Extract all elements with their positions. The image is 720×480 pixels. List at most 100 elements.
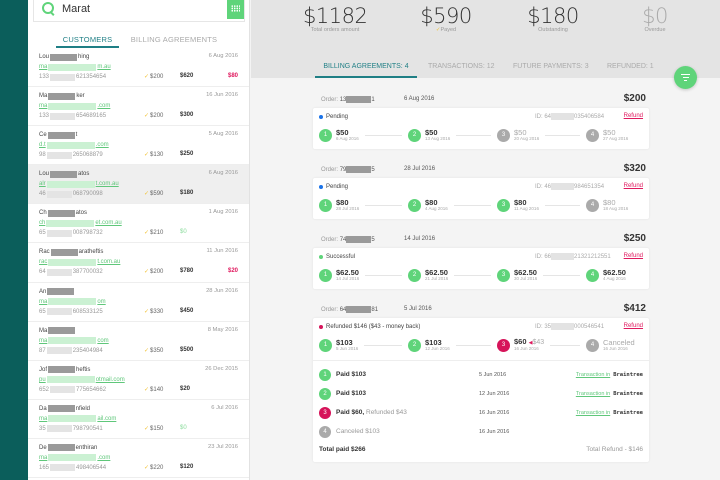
step-number-badge: 1 <box>319 268 332 282</box>
step-info: $103 5 Jun 2016 <box>336 338 358 352</box>
detail-label: Paid $103 <box>336 371 366 378</box>
refund-link[interactable]: Refund <box>623 113 643 119</box>
customer-email[interactable]: ma com <box>39 337 109 345</box>
customer-outstanding: $0 <box>180 229 187 236</box>
redacted-block <box>47 209 75 217</box>
tab-future-payments[interactable]: FUTURE PAYMENTS: 3 <box>513 63 589 70</box>
step-value: $103 <box>336 338 358 347</box>
step-connector <box>364 344 402 346</box>
customer-phone: 133 654689165 <box>39 112 107 120</box>
customer-paid: ✓$200 <box>144 113 164 120</box>
refund-link[interactable]: Refund <box>623 183 643 189</box>
customer-row[interactable]: Ch atos ch et.com.au 65 008798732 1 Aug 201… <box>28 204 249 244</box>
app-rail <box>0 0 28 480</box>
redacted-block <box>47 405 75 413</box>
customer-row[interactable]: Ce t d.t .com 98 265068879 5 Aug 2016 ✓$130… <box>28 126 249 166</box>
customer-email[interactable]: ma ail.com <box>39 415 117 423</box>
transaction-link[interactable]: Transaction in <box>575 390 611 397</box>
step-refunded: ◀$43 <box>528 339 545 347</box>
tab-refunded[interactable]: REFUNDED: 1 <box>607 63 654 70</box>
step-connector <box>543 274 580 276</box>
step-connector <box>365 274 402 276</box>
customer-paid: ✓$200 <box>144 269 164 276</box>
stat-label: Overdue <box>644 27 666 33</box>
step-amount: $50 <box>514 127 527 137</box>
stat-overdue: $0 Overdue <box>629 4 681 33</box>
detail-date: 12 Jun 2016 <box>479 390 510 397</box>
step-amount: $62.50 <box>425 267 448 277</box>
customer-email[interactable]: pu otmail.com <box>39 376 125 384</box>
customer-email[interactable]: alr t.com.au <box>39 180 119 188</box>
customer-row[interactable]: Ma ker ma .com 133 654689165 16 Jun 2016 ✓$… <box>28 87 249 127</box>
customer-email[interactable]: ma om <box>39 298 106 306</box>
step-value: $62.50 <box>336 268 359 277</box>
customer-row[interactable]: Lou atos alr t.com.au 46 068790098 6 Aug 20… <box>28 165 249 205</box>
customer-email[interactable]: ma .com <box>39 102 111 110</box>
customer-email[interactable]: ch et.com.au <box>39 219 122 227</box>
step-info: $103 12 Jun 2016 <box>425 337 450 352</box>
search-icon <box>42 2 56 16</box>
agreement-id: ID: 66 21321212551 <box>535 253 611 260</box>
step-amount: $80 <box>603 197 616 207</box>
tab-billing-agreements-count[interactable]: BILLING AGREEMENTS: 4 <box>315 63 417 78</box>
step-value: $62.50 <box>425 267 448 277</box>
customer-row[interactable]: Lou hing ma m.au 133 621354654 6 Aug 2016 ✓… <box>28 48 249 88</box>
payment-step: 2 $80 4 Aug 2016 <box>408 198 497 212</box>
transaction-link[interactable]: Transaction in <box>575 371 611 378</box>
agreement-header: Order: 79 5 28 Jul 2016 $320 <box>313 160 649 178</box>
grid-view-button[interactable] <box>227 0 244 19</box>
customer-name: Lou hing <box>39 53 90 61</box>
status-dot-icon <box>319 115 323 119</box>
refund-link[interactable]: Refund <box>623 323 643 329</box>
customer-name: Ch atos <box>39 209 88 217</box>
step-value: $62.50 <box>514 268 537 277</box>
step-date: 16 Jun 2016 <box>514 346 539 352</box>
redacted-block <box>48 92 76 100</box>
payment-step: 3 $60 ◀$43 16 Jun 2016 <box>497 338 586 352</box>
redacted-block <box>46 190 72 198</box>
customer-email[interactable]: ma .com <box>39 454 111 462</box>
customer-email[interactable]: d.t .com <box>39 141 109 149</box>
payment-steps: 1 $62.50 14 Jul 2016 2 $62.50 21 Jul 2016 3 $62… <box>319 266 643 284</box>
check-icon: ✓ <box>144 113 150 120</box>
tab-billing-agreements[interactable]: BILLING AGREEMENTS <box>130 35 218 44</box>
customer-row[interactable]: Jof heftis pu otmail.com 652 775654662 26 D… <box>28 361 249 400</box>
redacted-block <box>50 464 76 472</box>
customer-outstanding: $180 <box>180 190 194 197</box>
detail-number-badge: 2 <box>319 387 331 400</box>
refund-link[interactable]: Refund <box>623 253 643 259</box>
agreement-header: Order: 74 5 14 Jul 2016 $250 <box>313 230 649 248</box>
step-date: 11 Aug 2016 <box>514 206 539 211</box>
detail-label: Canceled $103 <box>336 428 380 435</box>
customer-row[interactable]: De enthiran ma .com 165 498406544 23 Jul 20… <box>28 439 249 479</box>
customer-row[interactable]: Da nfield ma ail.com 35 798790541 6 Jul 201… <box>28 400 249 439</box>
step-amount: $103 <box>425 337 442 347</box>
step-amount: Canceled <box>603 337 635 347</box>
order-number: Order: 13 1 <box>321 96 375 103</box>
transaction-link[interactable]: Transaction in <box>575 409 611 416</box>
step-amount: $62.50 <box>603 267 626 277</box>
step-number-badge: 1 <box>319 128 332 142</box>
step-date: 13 Aug 2016 <box>425 136 451 141</box>
payment-step: 2 $62.50 21 Jul 2016 <box>408 267 497 282</box>
customer-row[interactable]: Rac aratheftis rac t.com.au 64 387700032 11… <box>28 243 249 283</box>
redacted-block <box>48 454 97 462</box>
order-amount: $320 <box>623 163 646 174</box>
step-connector <box>454 274 491 276</box>
step-connector <box>364 134 402 136</box>
customer-email[interactable]: ma m.au <box>39 63 111 71</box>
customer-phone: 87 235404984 <box>39 347 103 355</box>
tab-customers[interactable]: CUSTOMERS <box>56 30 119 48</box>
customer-date: 11 Jun 2016 <box>206 248 238 255</box>
summary-header: $1182 Total orders amount $590 ✓Payed $1… <box>251 0 720 78</box>
customer-row[interactable]: An ma om 65 608533125 28 Jun 2016 ✓$330 $4… <box>28 283 249 322</box>
customer-row[interactable]: Ma ma com 87 235404984 8 May 2016 ✓$350 $5… <box>28 322 249 361</box>
customer-outstanding: $500 <box>180 346 194 353</box>
search-input[interactable] <box>62 3 212 15</box>
customer-phone: 46 068790098 <box>39 190 103 198</box>
tab-transactions[interactable]: TRANSACTIONS: 12 <box>428 63 495 70</box>
customer-email[interactable]: rac t.com.au <box>39 258 121 266</box>
totals-row: Total paid $266 Total Refund - $146 <box>319 441 643 457</box>
filter-button[interactable] <box>674 66 697 89</box>
